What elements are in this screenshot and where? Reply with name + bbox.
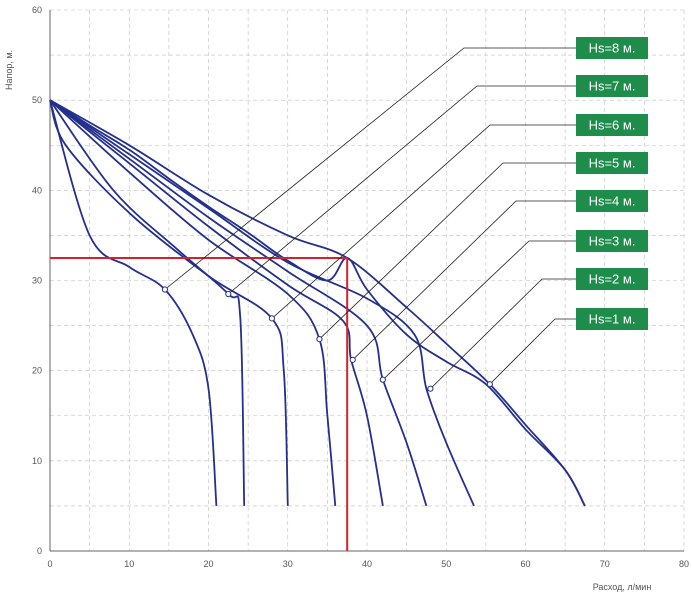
y-tick-label: 30 bbox=[32, 276, 42, 286]
y-tick-label: 20 bbox=[32, 366, 42, 376]
series-line-hs-5 bbox=[49, 99, 337, 506]
curve-label-text: Hs=1 м. bbox=[589, 312, 636, 327]
curve-label-text: Hs=2 м. bbox=[589, 272, 636, 287]
curve-label-text: Hs=3 м. bbox=[589, 234, 636, 249]
y-tick-label: 0 bbox=[37, 546, 42, 556]
leader-line bbox=[164, 47, 576, 290]
curve-label-box bbox=[576, 230, 648, 252]
tick-labels: 0 10 20 30 40 50 60 70 80 0 10 20 30 40 50 60 bbox=[32, 5, 689, 569]
series-line-hs-3 bbox=[49, 99, 428, 507]
curve-label-text: Hs=7 м. bbox=[589, 79, 636, 94]
leader-line bbox=[228, 85, 576, 295]
leader-line bbox=[430, 278, 576, 389]
x-tick-label: 70 bbox=[600, 559, 610, 569]
curve-marker bbox=[349, 356, 356, 363]
x-tick-label: 30 bbox=[283, 559, 293, 569]
curve-label-box bbox=[576, 37, 648, 59]
series-line-hs-4 bbox=[49, 99, 384, 507]
curve-labels: Hs=8 м. Hs=7 м. Hs=6 м. Hs=5 м. Hs=4 м. Hs=3 … bbox=[576, 37, 648, 330]
x-axis-label: Расход, л/мин bbox=[593, 582, 652, 592]
x-tick-label: 80 bbox=[679, 559, 689, 569]
curve-label-box bbox=[576, 268, 648, 290]
leader-line bbox=[489, 318, 576, 385]
y-tick-label: 40 bbox=[32, 185, 42, 195]
x-tick-label: 50 bbox=[441, 559, 451, 569]
curve-label-text: Hs=5 м. bbox=[589, 156, 636, 171]
x-tick-label: 20 bbox=[203, 559, 213, 569]
curve-marker bbox=[486, 381, 493, 388]
curve-label-box bbox=[576, 152, 648, 174]
y-tick-label: 60 bbox=[32, 5, 42, 15]
leader-line bbox=[352, 200, 576, 361]
curve-marker bbox=[427, 385, 434, 392]
curve-marker bbox=[379, 376, 386, 383]
curve-marker bbox=[161, 286, 169, 293]
y-tick-label: 10 bbox=[32, 456, 42, 466]
y-axis-label: Напор, м. bbox=[4, 50, 14, 90]
leader-line bbox=[382, 240, 576, 380]
x-tick-label: 40 bbox=[362, 559, 372, 569]
curve-label-box bbox=[576, 75, 648, 97]
curve-label-box bbox=[576, 190, 648, 212]
pump-curve-line bbox=[49, 99, 586, 507]
curve-label-text: Hs=4 м. bbox=[589, 194, 636, 209]
axes bbox=[49, 10, 684, 552]
leader-line bbox=[319, 162, 576, 340]
curve-label-text: Hs=8 м. bbox=[589, 41, 636, 56]
markers bbox=[161, 286, 493, 392]
x-tick-label: 0 bbox=[47, 559, 52, 569]
reference-lines bbox=[50, 256, 349, 551]
curve-label-box bbox=[576, 114, 648, 136]
curve-marker bbox=[316, 336, 323, 343]
x-tick-label: 10 bbox=[124, 559, 134, 569]
leader-line bbox=[271, 124, 576, 319]
y-tick-label: 50 bbox=[32, 95, 42, 105]
leader-lines bbox=[164, 47, 576, 389]
x-tick-label: 60 bbox=[520, 559, 530, 569]
curve-label-text: Hs=6 м. bbox=[589, 118, 636, 133]
series-line-hs-2 bbox=[49, 99, 475, 507]
curve-marker bbox=[225, 290, 232, 298]
series-line-hs-1 bbox=[49, 99, 586, 507]
curve-label-box bbox=[576, 308, 648, 330]
curve-marker bbox=[268, 315, 275, 322]
series-line-hs-6 bbox=[49, 99, 289, 506]
series-group bbox=[49, 99, 586, 507]
